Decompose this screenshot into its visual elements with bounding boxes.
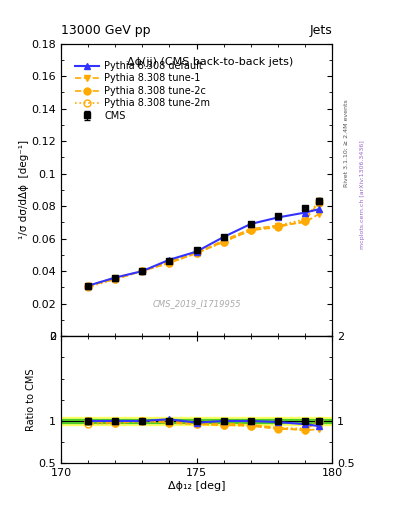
Line: Pythia 8.308 default: Pythia 8.308 default bbox=[84, 206, 322, 289]
Pythia 8.308 default bbox=[275, 215, 280, 221]
Pythia 8.308 tune-2c bbox=[140, 268, 145, 274]
Pythia 8.308 tune-2m bbox=[303, 216, 307, 222]
Text: Δϕ(jj) (CMS back-to-back jets): Δϕ(jj) (CMS back-to-back jets) bbox=[127, 57, 293, 67]
Pythia 8.308 tune-1 bbox=[275, 223, 280, 229]
Pythia 8.308 tune-2m bbox=[140, 268, 145, 274]
Pythia 8.308 tune-2m bbox=[194, 250, 199, 257]
Pythia 8.308 tune-2c bbox=[248, 227, 253, 233]
X-axis label: Δϕ₁₂ [deg]: Δϕ₁₂ [deg] bbox=[168, 481, 225, 491]
Pythia 8.308 default bbox=[194, 248, 199, 254]
Line: Pythia 8.308 tune-2m: Pythia 8.308 tune-2m bbox=[84, 198, 322, 291]
Bar bbox=[61, 419, 332, 422]
Text: Rivet 3.1.10; ≥ 2.4M events: Rivet 3.1.10; ≥ 2.4M events bbox=[344, 99, 349, 187]
Pythia 8.308 tune-2c bbox=[221, 239, 226, 245]
Pythia 8.308 tune-1 bbox=[167, 258, 172, 264]
Pythia 8.308 tune-2m bbox=[86, 284, 90, 290]
Legend: Pythia 8.308 default, Pythia 8.308 tune-1, Pythia 8.308 tune-2c, Pythia 8.308 tu: Pythia 8.308 default, Pythia 8.308 tune-… bbox=[71, 57, 214, 124]
Y-axis label: Ratio to CMS: Ratio to CMS bbox=[26, 369, 36, 431]
Pythia 8.308 tune-1 bbox=[140, 268, 145, 274]
Pythia 8.308 tune-1 bbox=[221, 237, 226, 243]
Pythia 8.308 tune-2c bbox=[113, 276, 118, 282]
Pythia 8.308 tune-1 bbox=[248, 226, 253, 232]
Text: Jets: Jets bbox=[309, 24, 332, 37]
Pythia 8.308 tune-2c bbox=[275, 224, 280, 230]
Pythia 8.308 tune-2m bbox=[167, 260, 172, 266]
Pythia 8.308 default bbox=[316, 206, 321, 212]
Text: 13000 GeV pp: 13000 GeV pp bbox=[61, 24, 151, 37]
Text: CMS_2019_I1719955: CMS_2019_I1719955 bbox=[152, 300, 241, 308]
Pythia 8.308 default bbox=[167, 257, 172, 263]
Pythia 8.308 tune-2c bbox=[303, 218, 307, 224]
Pythia 8.308 tune-1 bbox=[194, 250, 199, 257]
Pythia 8.308 tune-2m bbox=[221, 239, 226, 245]
Y-axis label: ¹/σ dσ/dΔϕ  [deg⁻¹]: ¹/σ dσ/dΔϕ [deg⁻¹] bbox=[18, 140, 29, 240]
Line: Pythia 8.308 tune-1: Pythia 8.308 tune-1 bbox=[84, 211, 322, 289]
Pythia 8.308 tune-2m bbox=[275, 223, 280, 229]
Pythia 8.308 default bbox=[303, 209, 307, 216]
Pythia 8.308 tune-1 bbox=[303, 219, 307, 225]
Bar bbox=[61, 417, 332, 425]
Text: mcplots.cern.ch [arXiv:1306.3436]: mcplots.cern.ch [arXiv:1306.3436] bbox=[360, 140, 365, 249]
Pythia 8.308 tune-2m bbox=[316, 198, 321, 204]
Pythia 8.308 tune-2c bbox=[316, 200, 321, 206]
Pythia 8.308 tune-2m bbox=[248, 227, 253, 233]
Pythia 8.308 default bbox=[221, 234, 226, 240]
Pythia 8.308 tune-1 bbox=[86, 283, 90, 289]
Pythia 8.308 default bbox=[248, 221, 253, 227]
Pythia 8.308 tune-2m bbox=[113, 276, 118, 282]
Pythia 8.308 tune-2c bbox=[167, 260, 172, 266]
Pythia 8.308 tune-1 bbox=[316, 211, 321, 217]
Pythia 8.308 tune-2c bbox=[86, 283, 90, 289]
Pythia 8.308 tune-1 bbox=[113, 274, 118, 281]
Pythia 8.308 default bbox=[86, 283, 90, 289]
Line: Pythia 8.308 tune-2c: Pythia 8.308 tune-2c bbox=[84, 199, 322, 289]
Pythia 8.308 default bbox=[113, 274, 118, 281]
Pythia 8.308 default bbox=[140, 268, 145, 274]
Pythia 8.308 tune-2c bbox=[194, 250, 199, 257]
